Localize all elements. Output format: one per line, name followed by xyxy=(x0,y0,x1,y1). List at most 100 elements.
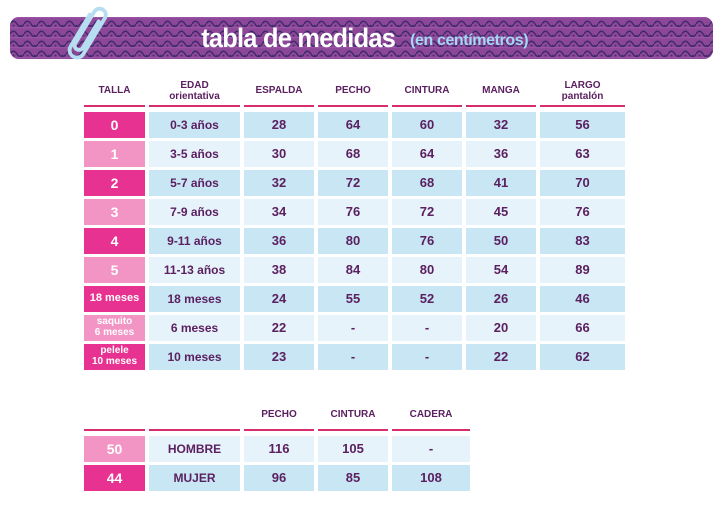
size-cell: 4 xyxy=(84,228,145,254)
column-header-line: TALLA xyxy=(98,85,131,97)
measurement-cell: 28 xyxy=(244,112,314,138)
measurement-cell: 62 xyxy=(540,344,625,370)
page-subtitle: (en centímetros) xyxy=(410,31,529,49)
column-header-line: orientativa xyxy=(169,91,220,102)
column-header-line: MANGA xyxy=(482,85,520,97)
page-title: tabla de medidas xyxy=(201,22,396,53)
size-cell: pelele 10 meses xyxy=(84,344,145,370)
measurement-cell: 72 xyxy=(318,170,388,196)
column-header-line: CINTURA xyxy=(404,85,450,97)
column-header: EDAD orientativa xyxy=(149,80,240,107)
column-header-line: ESPALDA xyxy=(255,85,303,97)
size-cell-line: saquito xyxy=(96,316,133,328)
size-cell-line: 6 meses xyxy=(94,327,135,338)
measurement-cell: 32 xyxy=(244,170,314,196)
size-cell-line: 18 meses xyxy=(89,292,140,305)
measurement-cell: 23 xyxy=(244,344,314,370)
measurement-cell: 72 xyxy=(392,199,462,225)
size-cell-line: 10 meses xyxy=(91,356,138,367)
measurement-cell: 70 xyxy=(540,170,625,196)
measurement-cell: 46 xyxy=(540,286,625,312)
banner-text: tabla de medidas (en centímetros) xyxy=(10,17,713,59)
measurement-cell: 6 meses xyxy=(149,315,240,341)
measurement-cell: 56 xyxy=(540,112,625,138)
size-cell-line: pelele xyxy=(100,345,129,357)
measurement-cell: 22 xyxy=(244,315,314,341)
column-header-line: CADERA xyxy=(409,409,453,421)
measurement-cell: 108 xyxy=(392,465,470,491)
column-header: TALLA xyxy=(84,80,145,107)
measurement-cell: 32 xyxy=(466,112,536,138)
size-cell-line: 5 xyxy=(110,261,119,278)
measurement-cell: 41 xyxy=(466,170,536,196)
measurement-cell: - xyxy=(392,315,462,341)
title-banner: tabla de medidas (en centímetros) xyxy=(10,17,713,59)
measurement-cell: 96 xyxy=(244,465,314,491)
column-header: CINTURA xyxy=(318,404,388,431)
paperclip-icon xyxy=(67,6,108,60)
measurement-cell: 50 xyxy=(466,228,536,254)
column-header xyxy=(149,404,240,431)
size-cell: 2 xyxy=(84,170,145,196)
column-header: PECHO xyxy=(318,80,388,107)
adult-table-header-row: PECHO CINTURA CADERA xyxy=(84,404,470,431)
column-header: PECHO xyxy=(244,404,314,431)
measurement-cell: 66 xyxy=(540,315,625,341)
column-header-line: LARGO xyxy=(564,79,601,91)
measurement-cell: 80 xyxy=(392,257,462,283)
column-header: CINTURA xyxy=(392,80,462,107)
column-header-line: EDAD xyxy=(180,79,209,91)
measurement-cell: 52 xyxy=(392,286,462,312)
children-table-header-row: TALLA EDAD orientativa ESPALDA PECHO CINTURA M… xyxy=(84,80,625,107)
size-cell-line: 2 xyxy=(110,174,119,191)
measurement-cell: 55 xyxy=(318,286,388,312)
measurement-cell: 36 xyxy=(466,141,536,167)
measurement-cell: 20 xyxy=(466,315,536,341)
measurement-cell: 76 xyxy=(540,199,625,225)
size-cell: 44 xyxy=(84,465,145,491)
size-cell-line: 44 xyxy=(106,469,123,486)
column-header: MANGA xyxy=(466,80,536,107)
size-cell-line: 1 xyxy=(110,145,119,162)
measurement-cell: 64 xyxy=(392,141,462,167)
measurement-cell: 10 meses xyxy=(149,344,240,370)
column-header-line: CINTURA xyxy=(330,409,376,421)
measurement-cell: - xyxy=(392,344,462,370)
measurement-cell: 45 xyxy=(466,199,536,225)
size-cell: 1 xyxy=(84,141,145,167)
measurement-cell: MUJER xyxy=(149,465,240,491)
measurement-cell: - xyxy=(318,315,388,341)
measurement-cell: 76 xyxy=(318,199,388,225)
children-sizes-table: TALLA EDAD orientativa ESPALDA PECHO CINTURA M… xyxy=(84,80,625,370)
measurement-cell: 7-9 años xyxy=(149,199,240,225)
measurement-cell: HOMBRE xyxy=(149,436,240,462)
measurement-cell: 54 xyxy=(466,257,536,283)
measurement-cell: 11-13 años xyxy=(149,257,240,283)
column-header: ESPALDA xyxy=(244,80,314,107)
measurement-cell: 9-11 años xyxy=(149,228,240,254)
size-cell: 0 xyxy=(84,112,145,138)
adult-table-body: 50 HOMBRE 116 105- 44 MUJER 96 85 108 xyxy=(84,436,470,491)
measurement-cell: 116 xyxy=(244,436,314,462)
column-header xyxy=(84,404,145,431)
measurement-cell: 34 xyxy=(244,199,314,225)
column-header: CADERA xyxy=(392,404,470,431)
measurement-cell: 64 xyxy=(318,112,388,138)
size-cell: 5 xyxy=(84,257,145,283)
measurement-cell: 22 xyxy=(466,344,536,370)
size-cell: 50 xyxy=(84,436,145,462)
size-cell-line: 3 xyxy=(110,203,119,220)
measurement-cell: 84 xyxy=(318,257,388,283)
adult-sizes-table: PECHO CINTURA CADERA 50 HOMBRE 116 105- 44 MUJE… xyxy=(84,404,470,491)
measurement-cell: 76 xyxy=(392,228,462,254)
measurement-cell: - xyxy=(318,344,388,370)
measurement-cell: 83 xyxy=(540,228,625,254)
column-header-line: pantalón xyxy=(561,91,604,102)
size-cell: 18 meses xyxy=(84,286,145,312)
size-cell-line: 4 xyxy=(110,232,119,249)
size-cell: 3 xyxy=(84,199,145,225)
measurement-cell: 80 xyxy=(318,228,388,254)
children-table-body: 0 0-3 años 28 64 60 32 56 1 3-5 años 30 68 64 36 63 2 5… xyxy=(84,112,625,370)
measurement-cell: 30 xyxy=(244,141,314,167)
